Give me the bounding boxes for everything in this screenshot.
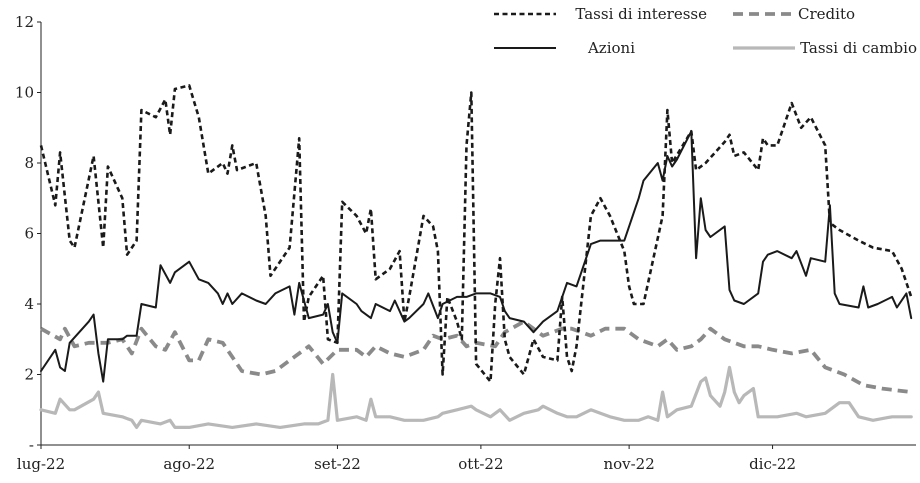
y-tick-label: 6 [24, 225, 34, 243]
series-line-credito [40, 319, 912, 394]
series-line-tassi-di-interesse [39, 84, 913, 383]
x-tick-label: ott-22 [458, 455, 503, 473]
series-line-azioni [40, 130, 913, 383]
y-tick-label: 10 [15, 84, 34, 102]
legend-label: Tassi di cambio [800, 39, 917, 57]
y-tick-label: 8 [24, 154, 34, 172]
series-line-tassi-di-cambio [39, 365, 913, 429]
x-tick-label: ago-22 [163, 455, 215, 473]
y-tick-label: 2 [24, 366, 34, 384]
x-tick-label: nov-22 [603, 455, 654, 473]
legend-label: Azioni [587, 39, 635, 57]
y-tick-label: 12 [15, 13, 34, 31]
axes [40, 22, 916, 446]
y-tick-label: - [29, 436, 34, 454]
x-tick-label: dic-22 [749, 455, 796, 473]
y-ticks: - 2 4 6 8 10 12 [15, 13, 41, 454]
y-tick-label: 4 [24, 295, 34, 313]
x-tick-label: set-22 [314, 455, 361, 473]
x-ticks: lug-22 ago-22 set-22 ott-22 nov-22 dic-22 [17, 445, 796, 473]
legend: Tassi di interesse Credito Azioni Tassi di … [494, 5, 917, 57]
series-lines [39, 84, 913, 429]
legend-label: Credito [798, 5, 855, 23]
x-tick-label: lug-22 [17, 455, 65, 473]
legend-label: Tassi di interesse [575, 5, 707, 23]
